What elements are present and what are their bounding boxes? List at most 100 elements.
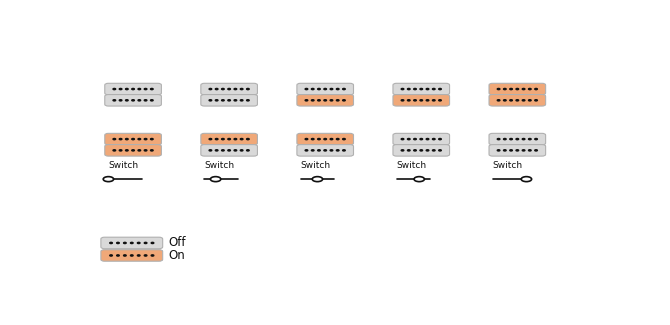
- Circle shape: [151, 138, 153, 140]
- Circle shape: [497, 88, 500, 90]
- Circle shape: [247, 150, 249, 151]
- Circle shape: [439, 100, 442, 101]
- Circle shape: [413, 150, 416, 151]
- Circle shape: [324, 150, 326, 151]
- Circle shape: [132, 150, 135, 151]
- Circle shape: [426, 150, 429, 151]
- Text: On: On: [168, 249, 185, 262]
- Circle shape: [151, 100, 153, 101]
- Circle shape: [123, 255, 126, 256]
- Circle shape: [504, 138, 506, 140]
- Circle shape: [119, 100, 122, 101]
- FancyBboxPatch shape: [297, 95, 354, 106]
- Text: Switch: Switch: [301, 162, 331, 170]
- Circle shape: [318, 150, 320, 151]
- Circle shape: [426, 100, 429, 101]
- Circle shape: [125, 100, 128, 101]
- Circle shape: [305, 88, 308, 90]
- FancyBboxPatch shape: [489, 133, 545, 145]
- Circle shape: [420, 100, 423, 101]
- Circle shape: [497, 100, 500, 101]
- FancyBboxPatch shape: [201, 83, 257, 95]
- Circle shape: [305, 100, 308, 101]
- Circle shape: [407, 100, 410, 101]
- Circle shape: [215, 138, 218, 140]
- Circle shape: [247, 138, 249, 140]
- Circle shape: [151, 150, 153, 151]
- Text: Switch: Switch: [204, 162, 234, 170]
- Circle shape: [318, 88, 320, 90]
- FancyBboxPatch shape: [297, 133, 354, 145]
- Circle shape: [125, 138, 128, 140]
- Circle shape: [529, 138, 531, 140]
- Circle shape: [234, 100, 237, 101]
- Circle shape: [132, 88, 135, 90]
- Circle shape: [324, 88, 326, 90]
- Circle shape: [138, 100, 141, 101]
- Circle shape: [535, 88, 537, 90]
- Circle shape: [131, 255, 133, 256]
- Circle shape: [401, 100, 404, 101]
- Circle shape: [413, 88, 416, 90]
- FancyBboxPatch shape: [201, 145, 257, 156]
- Circle shape: [144, 100, 147, 101]
- Circle shape: [529, 100, 531, 101]
- Circle shape: [151, 242, 154, 243]
- Circle shape: [413, 138, 416, 140]
- Circle shape: [401, 150, 404, 151]
- Circle shape: [209, 138, 212, 140]
- Circle shape: [336, 88, 339, 90]
- Circle shape: [432, 138, 435, 140]
- Circle shape: [529, 150, 531, 151]
- FancyBboxPatch shape: [105, 145, 161, 156]
- Circle shape: [209, 150, 212, 151]
- Circle shape: [151, 88, 153, 90]
- Circle shape: [117, 255, 119, 256]
- Circle shape: [138, 88, 141, 90]
- Circle shape: [523, 150, 525, 151]
- Circle shape: [209, 88, 212, 90]
- Circle shape: [330, 150, 333, 151]
- Circle shape: [504, 100, 506, 101]
- Circle shape: [504, 150, 506, 151]
- Circle shape: [318, 138, 320, 140]
- Circle shape: [432, 100, 435, 101]
- Circle shape: [228, 100, 230, 101]
- Circle shape: [305, 138, 308, 140]
- Circle shape: [521, 177, 531, 182]
- Circle shape: [131, 242, 133, 243]
- Circle shape: [432, 150, 435, 151]
- Circle shape: [138, 150, 141, 151]
- Circle shape: [342, 88, 345, 90]
- Circle shape: [312, 177, 323, 182]
- Circle shape: [125, 150, 128, 151]
- Circle shape: [228, 138, 230, 140]
- Circle shape: [222, 88, 224, 90]
- Circle shape: [234, 150, 237, 151]
- Circle shape: [137, 255, 140, 256]
- Circle shape: [324, 138, 326, 140]
- Circle shape: [234, 88, 237, 90]
- FancyBboxPatch shape: [105, 95, 161, 106]
- Circle shape: [510, 88, 513, 90]
- Circle shape: [407, 150, 410, 151]
- Circle shape: [401, 88, 404, 90]
- Circle shape: [318, 100, 320, 101]
- Circle shape: [432, 88, 435, 90]
- Circle shape: [144, 150, 147, 151]
- Circle shape: [119, 150, 122, 151]
- Circle shape: [510, 150, 513, 151]
- Circle shape: [144, 138, 147, 140]
- Circle shape: [342, 100, 345, 101]
- FancyBboxPatch shape: [297, 83, 354, 95]
- Circle shape: [241, 88, 243, 90]
- Circle shape: [305, 150, 308, 151]
- Circle shape: [241, 138, 243, 140]
- Circle shape: [312, 100, 314, 101]
- Circle shape: [523, 100, 525, 101]
- Circle shape: [516, 150, 519, 151]
- Circle shape: [210, 177, 221, 182]
- Circle shape: [215, 88, 218, 90]
- Circle shape: [529, 88, 531, 90]
- FancyBboxPatch shape: [393, 133, 450, 145]
